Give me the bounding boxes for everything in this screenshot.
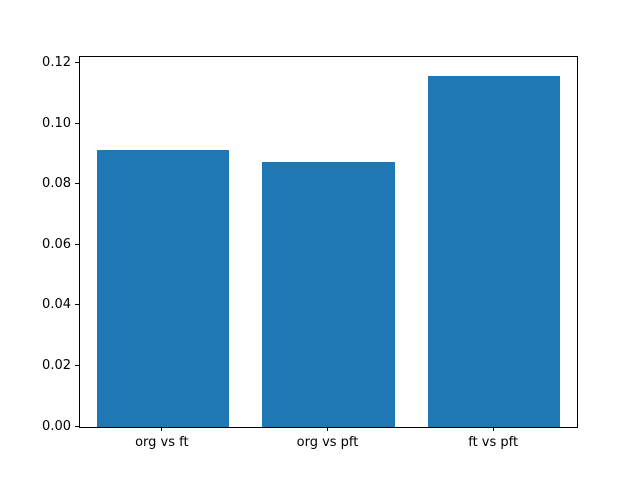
plot-area	[79, 56, 578, 428]
y-tick-mark	[75, 425, 79, 427]
y-tick-mark	[75, 183, 79, 185]
y-axis-tick-label: 0.00	[42, 418, 71, 434]
y-axis-tick-label: 0.12	[42, 55, 71, 71]
y-axis-tick-label: 0.10	[42, 115, 71, 131]
y-axis-tick-label: 0.06	[42, 236, 71, 252]
x-axis-tick-label: ft vs pft	[468, 435, 519, 450]
bar-org-vs-ft	[96, 149, 230, 427]
bar-ft-vs-pft	[427, 76, 561, 427]
x-tick-mark	[327, 427, 328, 431]
x-axis-tick-label: org vs ft	[135, 435, 189, 450]
bar-org-vs-pft	[262, 161, 395, 427]
y-tick-mark	[75, 243, 79, 245]
y-axis-tick-label: 0.04	[42, 297, 71, 313]
y-axis-tick-label: 0.02	[42, 357, 71, 373]
y-axis-tick-label: 0.08	[42, 176, 71, 192]
y-tick-mark	[75, 62, 79, 64]
x-tick-mark	[161, 427, 163, 431]
y-tick-mark	[75, 122, 79, 124]
x-tick-mark	[492, 427, 494, 431]
y-tick-mark	[75, 364, 79, 366]
x-axis-tick-label: org vs pft	[296, 435, 359, 450]
y-tick-mark	[75, 304, 79, 306]
